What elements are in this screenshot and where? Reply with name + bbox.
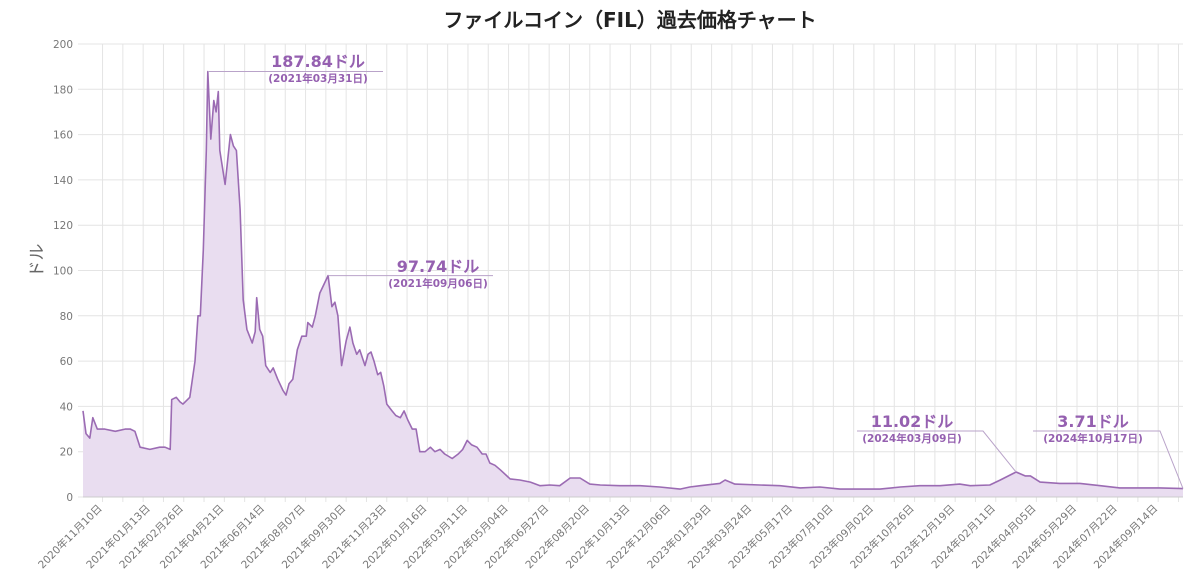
y-tick-label: 160	[53, 130, 73, 142]
y-tick-label: 0	[66, 492, 73, 504]
y-tick-label: 40	[60, 401, 73, 413]
annotation-leader-line	[857, 430, 1017, 473]
y-tick-label: 200	[53, 39, 73, 51]
annotation-date: (2024年10月17日)	[1043, 432, 1143, 445]
annotation-3: 3.71ドル(2024年10月17日)	[1033, 412, 1184, 489]
y-tick-label: 120	[53, 220, 73, 232]
y-tick-label: 20	[60, 447, 73, 459]
annotation-value: 11.02ドル	[871, 412, 954, 431]
annotation-date: (2021年09月06日)	[388, 277, 488, 290]
annotation-value: 97.74ドル	[397, 257, 480, 276]
annotation-leader-line	[1033, 430, 1184, 489]
y-tick-label: 180	[53, 84, 73, 96]
y-tick-label: 60	[60, 356, 73, 368]
annotation-2: 11.02ドル(2024年03月09日)	[857, 412, 1017, 473]
annotation-date: (2021年03月31日)	[268, 72, 368, 85]
y-tick-label: 100	[53, 266, 73, 278]
annotation-0: 187.84ドル(2021年03月31日)	[207, 52, 383, 85]
annotation-value: 3.71ドル	[1057, 412, 1128, 431]
annotation-1: 97.74ドル(2021年09月06日)	[328, 257, 493, 290]
annotation-value: 187.84ドル	[271, 52, 365, 71]
annotation-date: (2024年03月09日)	[862, 432, 962, 445]
price-line	[82, 70, 1184, 490]
price-area-fill	[83, 71, 1183, 497]
y-tick-label: 80	[60, 311, 73, 323]
chart-title: ファイルコイン（FIL）過去価格チャート	[443, 8, 817, 32]
y-tick-label: 140	[53, 175, 73, 187]
